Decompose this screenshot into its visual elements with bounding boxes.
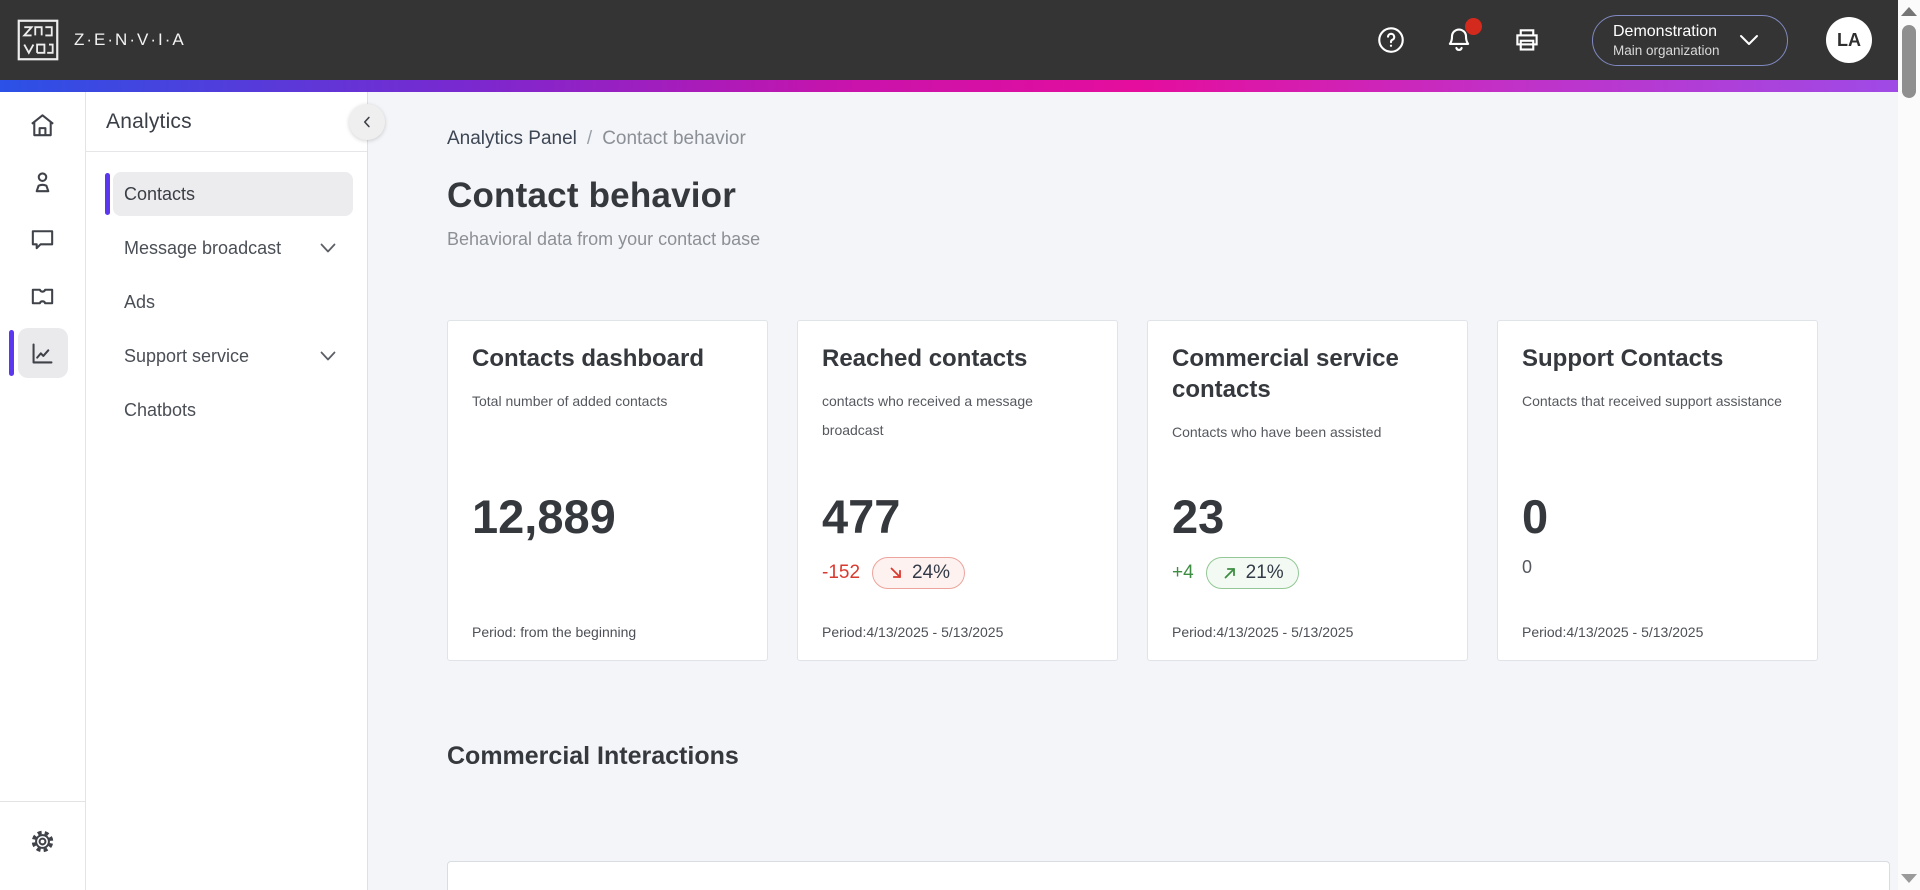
card-value: 12,889 — [472, 490, 616, 543]
card-support-contacts: Support Contacts Contacts that received … — [1497, 320, 1818, 661]
active-nav-indicator — [9, 330, 14, 376]
card-period: Period:4/13/2025 - 5/13/2025 — [822, 624, 1004, 640]
card-reached-contacts: Reached contacts contacts who received a… — [797, 320, 1118, 661]
sidebar-item-chatbots[interactable]: Chatbots — [113, 388, 353, 432]
nav-conversations[interactable] — [0, 214, 85, 264]
card-description: Contacts who have been assisted — [1172, 424, 1382, 441]
card-description: Total number of added contacts — [472, 393, 668, 410]
sidebar-item-label: Contacts — [124, 183, 196, 204]
card-period: Period:4/13/2025 - 5/13/2025 — [1522, 624, 1704, 640]
scrollbar-thumb[interactable] — [1902, 25, 1916, 98]
kpi-cards: Contacts dashboard Total number of added… — [447, 320, 1898, 661]
notifications-button[interactable] — [1444, 18, 1482, 55]
sidebar-item-contacts[interactable]: Contacts — [105, 172, 353, 216]
card-title: Contacts dashboard — [472, 345, 705, 372]
card-description: Contacts that received support assistanc… — [1522, 393, 1782, 410]
nav-rail — [0, 92, 86, 890]
avatar[interactable]: LA — [1826, 17, 1872, 63]
page-subtitle: Behavioral data from your contact base — [447, 229, 761, 249]
card-description: contacts who received a message broadcas… — [822, 393, 1033, 438]
bell-icon — [1444, 25, 1474, 55]
printer-icon — [1512, 25, 1542, 55]
sidebar-item-label: Support service — [124, 345, 250, 366]
sidebar-menu: Contacts Message broadcast Ads Support s… — [86, 152, 367, 432]
arrow-up-right-icon — [1221, 564, 1239, 582]
card-delta-row: 0 — [1522, 557, 1532, 578]
card-value: 23 — [1172, 490, 1225, 543]
page-scrollbar[interactable] — [1898, 0, 1920, 890]
breadcrumb: Analytics Panel / Contact behavior — [447, 128, 1898, 150]
card-value: 0 — [1522, 490, 1549, 543]
scrollbar-down-arrow[interactable] — [1901, 874, 1917, 883]
help-button[interactable] — [1376, 25, 1406, 55]
home-icon — [18, 100, 68, 150]
chevron-down-icon — [1738, 33, 1760, 47]
nav-rail-footer — [0, 801, 85, 890]
breadcrumb-analytics-panel[interactable]: Analytics Panel — [447, 128, 577, 149]
breadcrumb-current: Contact behavior — [602, 128, 746, 149]
brand-name: Z·E·N·V·I·A — [74, 30, 186, 49]
sidebar-collapse-button[interactable] — [349, 104, 385, 140]
contacts-icon — [18, 157, 68, 207]
page-title: Contact behavior — [447, 176, 737, 215]
delta-value: -152 — [822, 562, 861, 583]
card-title: Support Contacts — [1522, 345, 1724, 372]
trend-percentage: 21% — [1245, 562, 1284, 583]
sidebar-item-label: Message broadcast — [124, 237, 282, 258]
print-button[interactable] — [1512, 25, 1542, 55]
sidebar-title: Analytics — [106, 109, 192, 133]
main-content: Analytics Panel / Contact behavior Conta… — [368, 92, 1898, 890]
brand[interactable]: Z·E·N·V·I·A — [16, 18, 186, 62]
trend-badge: 21% — [1205, 557, 1299, 589]
notification-badge — [1465, 18, 1482, 35]
card-delta-row: +4 21% — [1172, 557, 1299, 589]
nav-settings[interactable] — [0, 816, 85, 866]
nav-analytics[interactable] — [0, 328, 85, 378]
arrow-down-right-icon — [887, 564, 905, 582]
trend-badge: 24% — [872, 557, 966, 589]
organization-name: Demonstration — [1613, 22, 1718, 40]
trend-percentage: 24% — [912, 562, 951, 583]
nav-contacts[interactable] — [0, 157, 85, 207]
card-period: Period: from the beginning — [472, 624, 637, 640]
brand-gradient-bar — [0, 80, 1898, 92]
active-item-indicator — [105, 173, 110, 215]
organization-selector[interactable]: Demonstration Main organization — [1592, 14, 1788, 66]
sidebar-analytics: Analytics Contacts Message broadcast — [86, 92, 385, 890]
help-icon — [1376, 25, 1406, 55]
card-contacts-dashboard: Contacts dashboard Total number of added… — [447, 320, 768, 661]
card-value: 477 — [822, 490, 901, 543]
analytics-icon — [17, 328, 68, 378]
chat-icon — [18, 214, 68, 264]
delta-value: +4 — [1172, 562, 1194, 583]
sidebar-header: Analytics — [86, 92, 367, 152]
card-title: Reached contacts — [822, 345, 1028, 372]
chevron-down-icon — [319, 350, 337, 362]
sidebar-item-message-broadcast[interactable]: Message broadcast — [113, 226, 353, 270]
topbar: Z·E·N·V·I·A — [0, 0, 1898, 80]
chevron-left-icon — [358, 113, 376, 131]
card-commercial-service-contacts: Commercial service contacts Contacts who… — [1147, 320, 1468, 661]
delta-value: 0 — [1522, 557, 1533, 577]
sidebar-item-label: Chatbots — [124, 399, 197, 420]
nav-campaigns[interactable] — [0, 271, 85, 321]
section-title-commercial-interactions: Commercial Interactions — [447, 742, 739, 770]
card-period: Period:4/13/2025 - 5/13/2025 — [1172, 624, 1354, 640]
commercial-interactions-panel — [447, 861, 1890, 890]
organization-subtitle: Main organization — [1613, 42, 1720, 58]
sidebar-item-label: Ads — [124, 291, 156, 312]
ticket-icon — [18, 271, 68, 321]
breadcrumb-separator: / — [586, 128, 593, 149]
card-delta-row: -152 24% — [822, 557, 966, 589]
nav-home[interactable] — [0, 100, 85, 150]
chevron-down-icon — [319, 242, 337, 254]
zenvia-logo-icon — [16, 18, 60, 62]
sidebar-item-support-service[interactable]: Support service — [113, 334, 353, 378]
topbar-actions: Demonstration Main organization LA — [1376, 14, 1872, 66]
gear-icon — [18, 816, 68, 866]
scrollbar-up-arrow[interactable] — [1901, 7, 1917, 16]
card-title: Commercial service contacts — [1172, 345, 1399, 404]
sidebar-item-ads[interactable]: Ads — [113, 280, 353, 324]
